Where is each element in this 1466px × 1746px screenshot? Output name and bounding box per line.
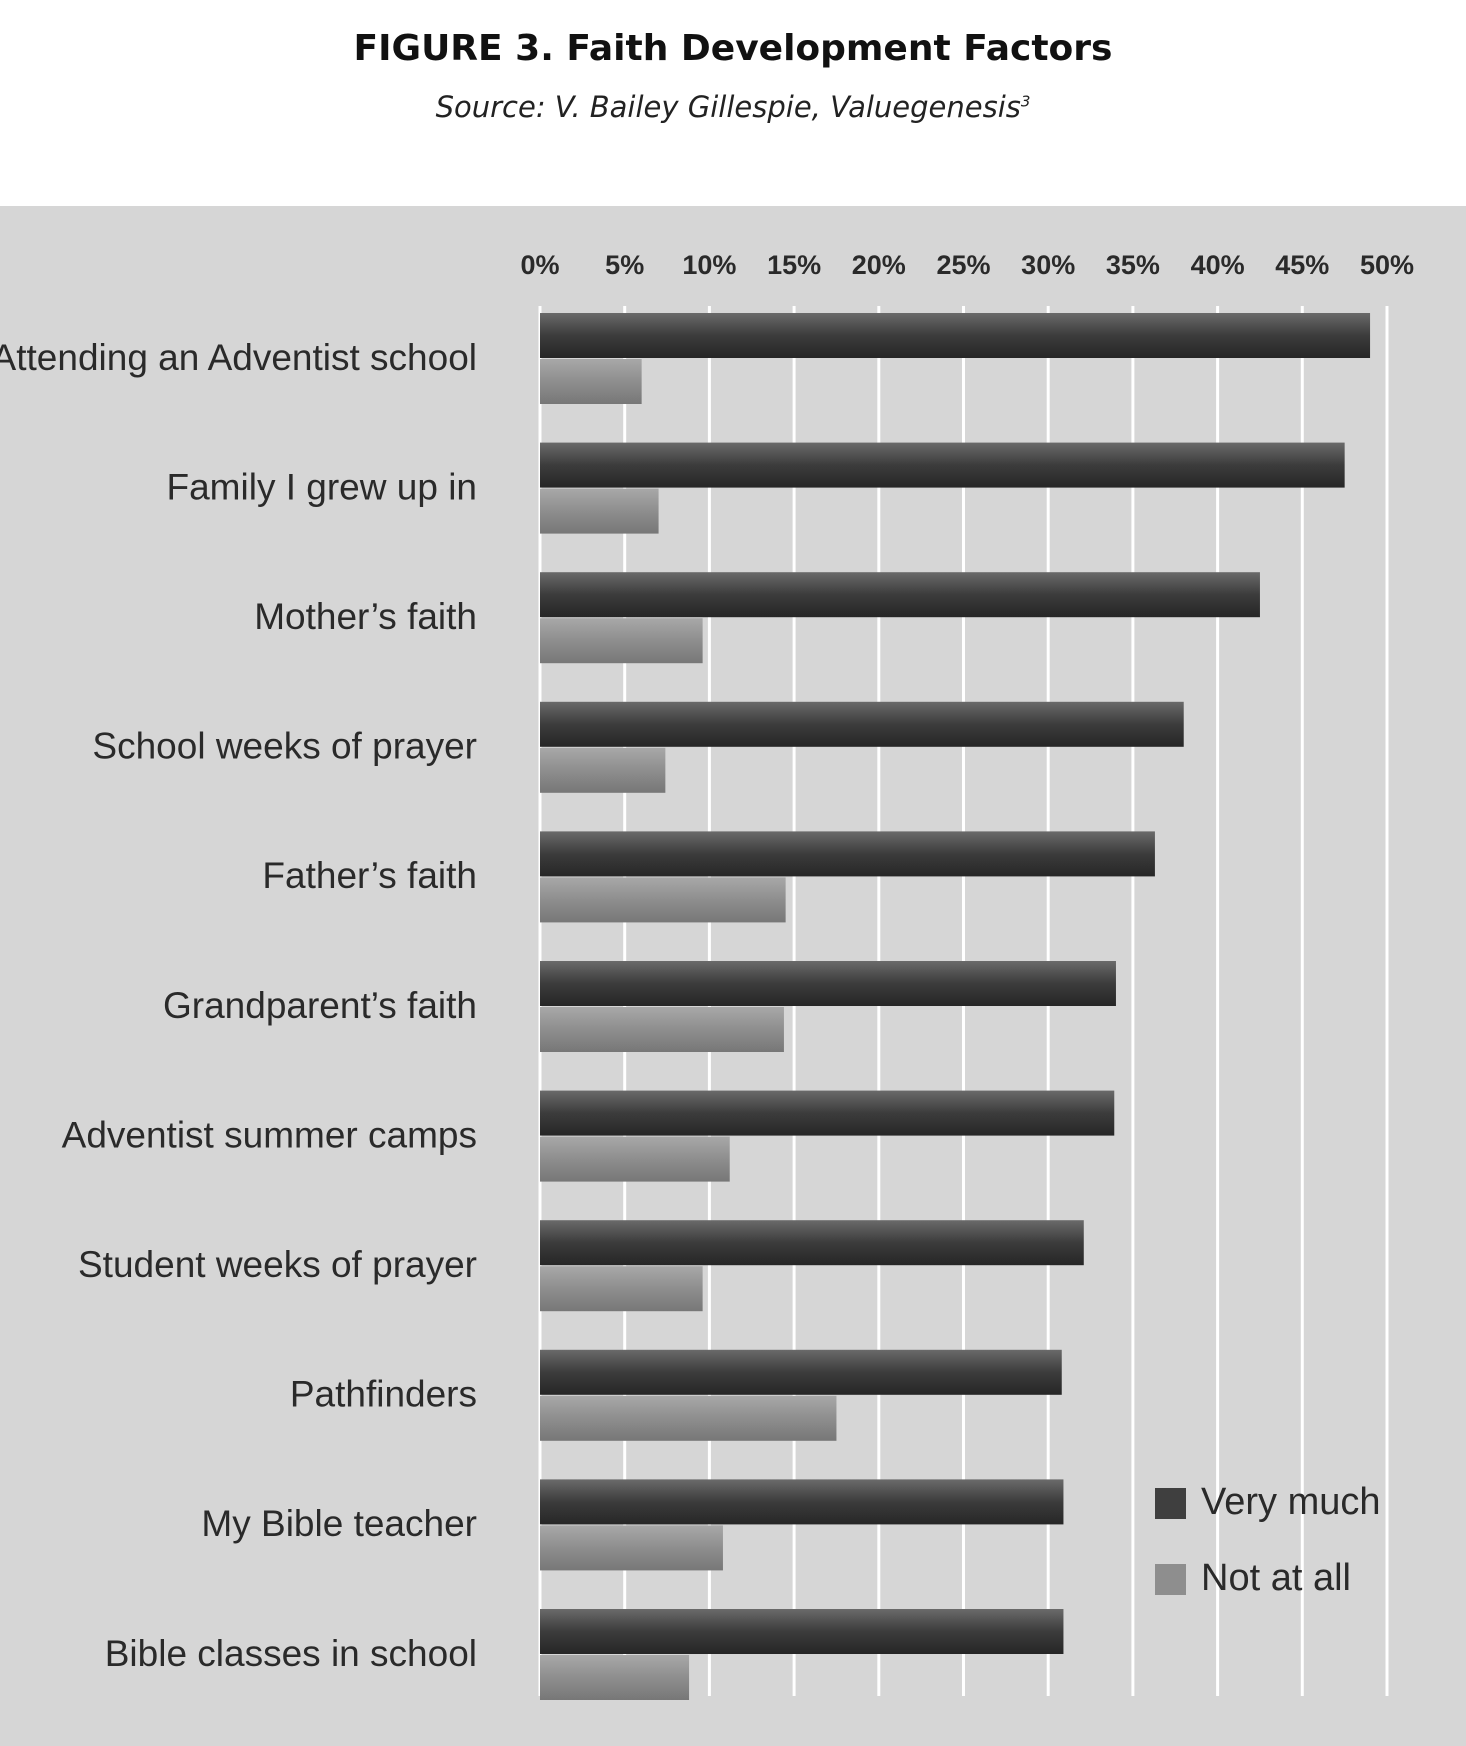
bar-very-much [540,572,1260,618]
x-tick-label: 40% [1191,250,1245,280]
bar-very-much [540,313,1371,358]
x-tick-label: 50% [1360,250,1414,280]
category-label: Family I grew up in [167,466,478,507]
category-label: Pathfinders [290,1374,477,1415]
chart-panel: 0% 5% 10% 15% 20% 25% 30% 35% 40% 45% 50% Attendin… [0,206,1466,1746]
category-label: Student weeks of prayer [78,1244,477,1285]
bar-not-at-all [540,618,703,664]
x-tick-label: 30% [1021,250,1075,280]
legend-swatch-very-much [1155,1488,1186,1519]
bar-not-at-all [540,1395,837,1441]
x-tick-label: 10% [682,250,736,280]
bar-not-at-all [540,1655,690,1700]
x-tick-label: 20% [852,250,906,280]
bar-very-much [540,1090,1115,1136]
bar-very-much [540,1220,1084,1266]
category-label: My Bible teacher [201,1503,477,1544]
bar-not-at-all [540,488,659,534]
x-tick-label: 35% [1106,250,1160,280]
category-labels: Attending an Adventist school Family I gr… [0,337,477,1674]
bar-not-at-all [540,877,786,923]
x-tick-label: 25% [936,250,990,280]
bar-very-much [540,442,1345,488]
figure-title: FIGURE 3. Faith Development Factors [353,28,1113,69]
legend-swatch-not-at-all [1155,1564,1186,1595]
x-tick-label: 45% [1275,250,1329,280]
legend: Very much Not at all [1155,1481,1381,1599]
bar-not-at-all [540,1007,784,1052]
bar-very-much [540,961,1116,1006]
bar-very-much [540,1609,1064,1654]
category-label: Bible classes in school [105,1633,477,1674]
figure-source: Source: V. Bailey Gillespie, Valuegenesi… [435,90,1021,124]
bar-very-much [540,1349,1062,1395]
bar-very-much [540,701,1184,747]
bar-not-at-all [540,747,666,793]
category-label: Attending an Adventist school [0,337,477,378]
footnote-marker: 3 [1020,92,1031,111]
category-label: Adventist summer camps [62,1114,477,1155]
x-tick-label: 0% [520,250,559,280]
x-tick-label: 5% [605,250,644,280]
x-axis-ticks: 0% 5% 10% 15% 20% 25% 30% 35% 40% 45% 50% [520,250,1414,280]
figure-header: FIGURE 3. Faith Development Factors Sour… [0,0,1466,200]
category-label: Father’s faith [262,855,477,896]
bars [540,313,1371,1700]
bar-very-much [540,1479,1064,1525]
bar-not-at-all [540,1525,723,1571]
category-label: Grandparent’s faith [163,985,477,1026]
x-tick-label: 15% [767,250,821,280]
legend-label: Very much [1201,1481,1381,1523]
figure-subtitle: Source: V. Bailey Gillespie, Valuegenesi… [0,90,1466,124]
category-label: Mother’s faith [254,596,477,637]
bar-not-at-all [540,359,642,404]
legend-label: Not at all [1201,1557,1351,1599]
bar-not-at-all [540,1266,703,1312]
bar-very-much [540,831,1155,877]
category-label: School weeks of prayer [92,726,477,767]
bar-not-at-all [540,1136,730,1182]
bar-chart: 0% 5% 10% 15% 20% 25% 30% 35% 40% 45% 50% Attendin… [0,250,1414,1700]
